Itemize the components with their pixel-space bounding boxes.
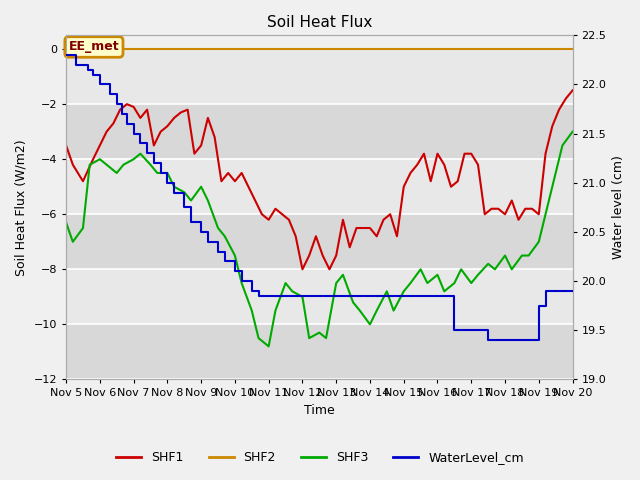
Bar — [66, 324, 573, 379]
Title: Soil Heat Flux: Soil Heat Flux — [267, 15, 372, 30]
Legend: SHF1, SHF2, SHF3, WaterLevel_cm: SHF1, SHF2, SHF3, WaterLevel_cm — [111, 446, 529, 469]
Bar — [66, 269, 573, 324]
Bar — [66, 104, 573, 159]
Y-axis label: Water level (cm): Water level (cm) — [612, 156, 625, 259]
X-axis label: Time: Time — [304, 404, 335, 417]
Bar — [66, 214, 573, 269]
Bar — [66, 159, 573, 214]
Bar — [66, 49, 573, 104]
Text: EE_met: EE_met — [68, 40, 119, 53]
Y-axis label: Soil Heat Flux (W/m2): Soil Heat Flux (W/m2) — [15, 139, 28, 276]
